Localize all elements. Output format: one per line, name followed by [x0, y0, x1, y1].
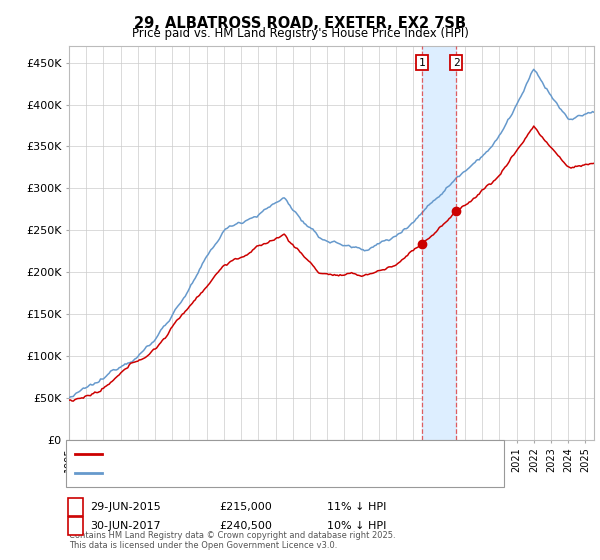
Text: Price paid vs. HM Land Registry's House Price Index (HPI): Price paid vs. HM Land Registry's House …: [131, 27, 469, 40]
Text: 10% ↓ HPI: 10% ↓ HPI: [327, 521, 386, 531]
Text: 29, ALBATROSS ROAD, EXETER, EX2 7SB (semi-detached house): 29, ALBATROSS ROAD, EXETER, EX2 7SB (sem…: [108, 449, 443, 459]
Text: 1: 1: [72, 502, 79, 512]
Bar: [422, 46, 456, 440]
Text: 11% ↓ HPI: 11% ↓ HPI: [327, 502, 386, 512]
Text: 29-JUN-2015: 29-JUN-2015: [90, 502, 161, 512]
Text: 29, ALBATROSS ROAD, EXETER, EX2 7SB: 29, ALBATROSS ROAD, EXETER, EX2 7SB: [134, 16, 466, 31]
Text: £215,000: £215,000: [219, 502, 272, 512]
Text: 30-JUN-2017: 30-JUN-2017: [90, 521, 161, 531]
Text: 2: 2: [72, 521, 79, 531]
Text: HPI: Average price, semi-detached house, Exeter: HPI: Average price, semi-detached house,…: [108, 468, 363, 478]
Text: £240,500: £240,500: [219, 521, 272, 531]
Text: 1: 1: [418, 58, 425, 68]
Text: 2: 2: [453, 58, 460, 68]
Text: Contains HM Land Registry data © Crown copyright and database right 2025.
This d: Contains HM Land Registry data © Crown c…: [69, 530, 395, 550]
